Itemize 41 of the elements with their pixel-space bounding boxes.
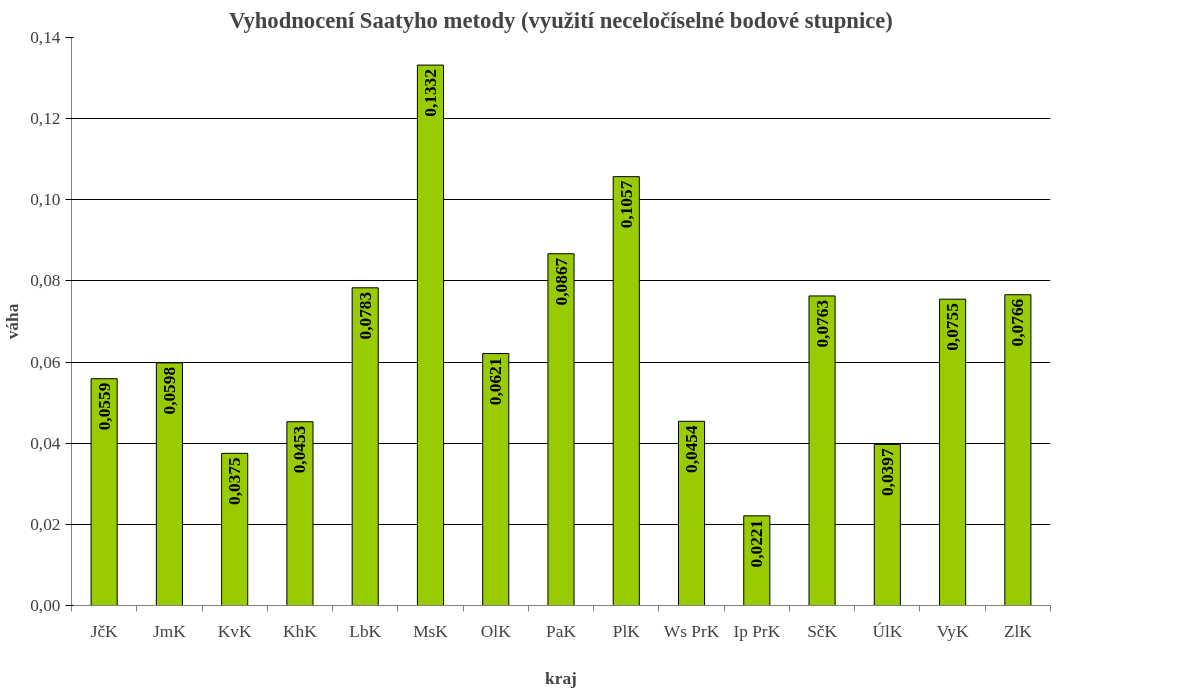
x-tick-label: Ws PrK — [663, 621, 720, 641]
y-tick-label: 0,06 — [30, 352, 61, 372]
data-label: 0,0397 — [877, 448, 897, 497]
x-tick-label: JmK — [153, 621, 187, 641]
data-label: 0,1332 — [420, 69, 440, 117]
data-label: 0,0621 — [486, 357, 506, 406]
x-tick-label: PaK — [546, 621, 577, 641]
data-label: 0,0453 — [290, 425, 310, 474]
data-label: 0,0454 — [682, 424, 702, 473]
data-label: 0,0375 — [225, 457, 245, 506]
y-tick-label: 0,00 — [30, 596, 61, 615]
x-tick-label: VyK — [936, 621, 969, 641]
y-axis-title: váha — [3, 303, 23, 340]
x-tick-label: JčK — [90, 621, 119, 641]
x-axis-title: kraj — [545, 668, 577, 688]
data-label: 0,0766 — [1008, 298, 1028, 347]
y-tick-label: 0,12 — [30, 109, 61, 129]
x-tick-label: LbK — [349, 621, 382, 641]
y-tick-label: 0,04 — [30, 433, 61, 453]
x-tick-label: ÚlK — [872, 621, 903, 641]
x-tick-label: OlK — [480, 621, 512, 641]
y-tick-label: 0,02 — [30, 514, 61, 534]
data-label: 0,0221 — [747, 519, 767, 568]
data-label: 0,0598 — [159, 366, 179, 415]
x-tick-label: SčK — [807, 621, 838, 641]
y-tick-label: 0,10 — [30, 190, 61, 210]
x-tick-label: Ip PrK — [733, 621, 781, 641]
chart-title: Vyhodnocení Saatyho metody (využití neceločíselné bodové stupnice) — [229, 7, 893, 33]
x-tick-label: KvK — [217, 621, 252, 641]
y-tick-label: 0,14 — [30, 28, 61, 47]
y-tick-label: 0,08 — [30, 271, 61, 291]
data-label: 0,0559 — [94, 382, 114, 431]
x-tick-label: KhK — [283, 621, 318, 641]
data-label: 0,1057 — [616, 180, 636, 229]
x-tick-label: MsK — [413, 621, 449, 641]
data-label: 0,0867 — [551, 257, 571, 306]
data-label: 0,0783 — [355, 291, 375, 340]
data-label: 0,0763 — [812, 299, 832, 348]
data-label: 0,0755 — [943, 302, 963, 351]
x-tick-label: PlK — [612, 621, 641, 641]
x-tick-label: ZlK — [1003, 621, 1033, 641]
